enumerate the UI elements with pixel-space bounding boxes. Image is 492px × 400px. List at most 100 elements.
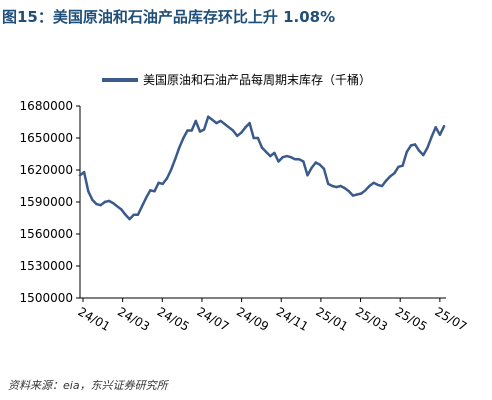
data-point <box>360 192 363 195</box>
data-point <box>186 129 189 132</box>
x-tick-label: 25/01 <box>313 304 350 333</box>
data-point <box>405 150 408 154</box>
data-point <box>264 150 268 154</box>
data-point <box>355 193 359 196</box>
data-point <box>376 183 379 187</box>
y-axis: 1500000 1530000 1560000 1590000 1620000 16500… <box>20 99 81 305</box>
data-point <box>277 160 280 163</box>
data-point <box>124 213 127 216</box>
data-point <box>103 200 107 204</box>
data-point <box>442 125 446 128</box>
data-point <box>132 213 135 216</box>
data-point <box>351 194 355 197</box>
x-tick-label: 24/07 <box>194 304 231 333</box>
data-point <box>215 121 218 125</box>
data-point <box>244 126 247 129</box>
data-point <box>409 144 413 147</box>
series-line <box>78 115 446 221</box>
data-point <box>401 164 404 167</box>
data-point <box>198 130 202 133</box>
data-point <box>223 122 226 126</box>
data-point <box>327 182 330 186</box>
data-point <box>107 199 111 203</box>
data-point <box>393 172 396 175</box>
x-tick-label: 24/09 <box>234 304 271 333</box>
data-point <box>95 202 98 206</box>
data-point <box>128 217 131 221</box>
data-point <box>231 129 235 132</box>
data-point <box>82 170 86 174</box>
data-point <box>306 174 309 177</box>
x-tick-label: 24/11 <box>274 304 311 333</box>
data-point <box>99 204 102 207</box>
data-point <box>182 136 185 140</box>
data-point <box>372 181 375 184</box>
data-point <box>318 163 322 166</box>
data-point <box>227 126 231 129</box>
data-point <box>331 184 334 188</box>
data-point <box>145 196 148 199</box>
data-point <box>78 174 82 177</box>
y-tick-label: 1680000 <box>20 99 73 113</box>
data-point <box>252 136 255 140</box>
data-point <box>389 175 392 178</box>
data-point <box>165 177 169 180</box>
data-point <box>136 213 140 216</box>
x-tick-label: 24/05 <box>155 304 192 333</box>
legend-label: 美国原油和石油产品每周期末库存（千桶） <box>143 72 371 87</box>
source-note: 资料来源：eia，东兴证券研究所 <box>8 379 168 392</box>
data-point <box>289 156 293 159</box>
data-point <box>260 146 264 149</box>
data-point <box>438 133 442 136</box>
data-point <box>120 208 123 211</box>
data-point <box>322 167 326 171</box>
legend: 美国原油和石油产品每周期末库存（千桶） <box>102 72 371 87</box>
data-point <box>347 190 351 193</box>
x-tick-label: 25/07 <box>432 304 469 333</box>
figure-title: 图15：美国原油和石油产品库存环比上升 1.08% <box>2 8 336 26</box>
y-tick-label: 1620000 <box>20 163 73 177</box>
data-point <box>236 134 239 138</box>
data-point <box>149 189 152 192</box>
data-point <box>413 143 417 146</box>
data-point <box>380 184 384 188</box>
data-point <box>384 179 388 182</box>
x-tick-label: 24/03 <box>115 304 152 333</box>
data-point <box>190 129 193 132</box>
data-point <box>157 181 160 184</box>
y-tick-label: 1530000 <box>20 259 73 273</box>
x-tick-label: 25/05 <box>393 304 430 333</box>
data-point <box>430 135 433 139</box>
data-point <box>314 161 317 164</box>
data-point <box>343 186 346 190</box>
data-point <box>211 118 214 122</box>
data-point <box>178 146 181 149</box>
data-point <box>116 205 119 208</box>
x-axis: 24/01 24/03 24/05 24/07 24/09 24/11 25/01 25/03… <box>76 297 469 334</box>
data-point <box>248 121 251 125</box>
data-point <box>169 168 173 172</box>
data-point <box>161 182 164 186</box>
data-point <box>240 131 243 134</box>
data-point <box>339 184 342 188</box>
x-tick-label: 25/03 <box>353 304 390 333</box>
data-point <box>202 128 206 131</box>
data-point <box>269 154 272 158</box>
data-point <box>298 158 301 161</box>
data-point <box>194 119 197 123</box>
y-tick-label: 1500000 <box>20 291 73 305</box>
x-tick-label: 24/01 <box>76 304 113 333</box>
data-point <box>422 153 425 157</box>
data-point <box>426 146 429 149</box>
data-point <box>310 166 313 170</box>
data-point <box>153 190 156 193</box>
data-point <box>285 154 288 158</box>
data-point <box>173 158 177 161</box>
series <box>78 115 446 221</box>
data-point <box>302 160 305 163</box>
data-point <box>91 198 94 202</box>
data-point <box>418 149 421 152</box>
y-tick-label: 1560000 <box>20 227 73 241</box>
data-point <box>335 185 338 189</box>
